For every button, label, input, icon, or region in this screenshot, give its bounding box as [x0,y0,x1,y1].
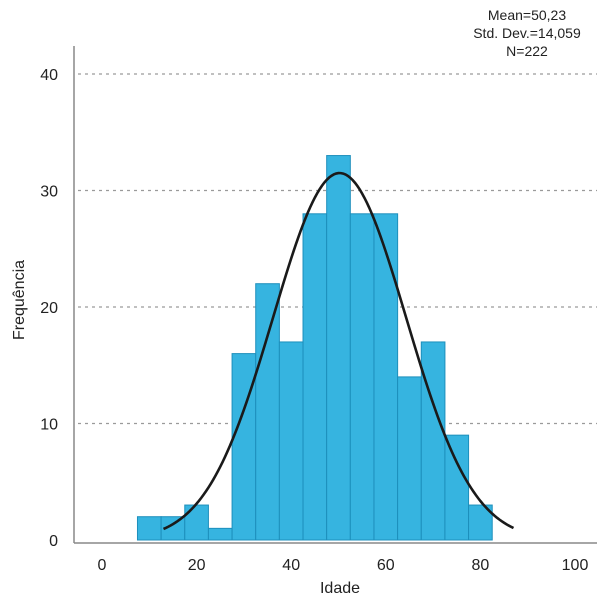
x-tick-label: 40 [282,557,300,574]
histogram-bar [302,213,328,541]
mean-label: Mean=50,23 [487,7,567,23]
y-tick-label: 30 [40,184,58,201]
histogram-bar [468,504,493,541]
x-tick-label: 60 [377,557,395,574]
histogram-bar [184,504,209,541]
x-tick-label: 80 [472,557,490,574]
y-tick-label: 20 [40,300,58,317]
x-tick-label: 100 [562,557,589,574]
statistics-box: Mean=50,23 Std. Dev.=14,059 N=222 [457,6,597,60]
histogram-bar [373,213,399,541]
histogram-bars [136,155,493,541]
y-tick-label: 40 [40,67,58,84]
histogram-bar [349,213,375,541]
x-tick-labels: 0 20 40 60 80 100 [98,557,589,574]
histogram-bar [136,516,162,541]
normal-curve [162,171,515,531]
x-axis-title: Idade [320,580,360,596]
y-axis-title: Frequência [11,260,28,340]
n-label: N=222 [506,43,548,59]
histogram-bar [326,155,351,541]
x-tick-label: 0 [98,557,107,574]
histogram-bar [420,341,446,541]
histogram-bar [255,283,280,541]
x-tick-label: 20 [188,557,206,574]
y-tick-label: 0 [49,533,58,550]
y-tick-labels: 0 10 20 30 40 [40,67,58,550]
std-dev-label: Std. Dev.=14,059 [473,25,581,41]
histogram-bar [207,527,233,541]
y-tick-label: 10 [40,417,58,434]
histogram-bar [444,434,470,541]
histogram-bar [278,341,304,541]
histogram-bar [397,376,422,541]
